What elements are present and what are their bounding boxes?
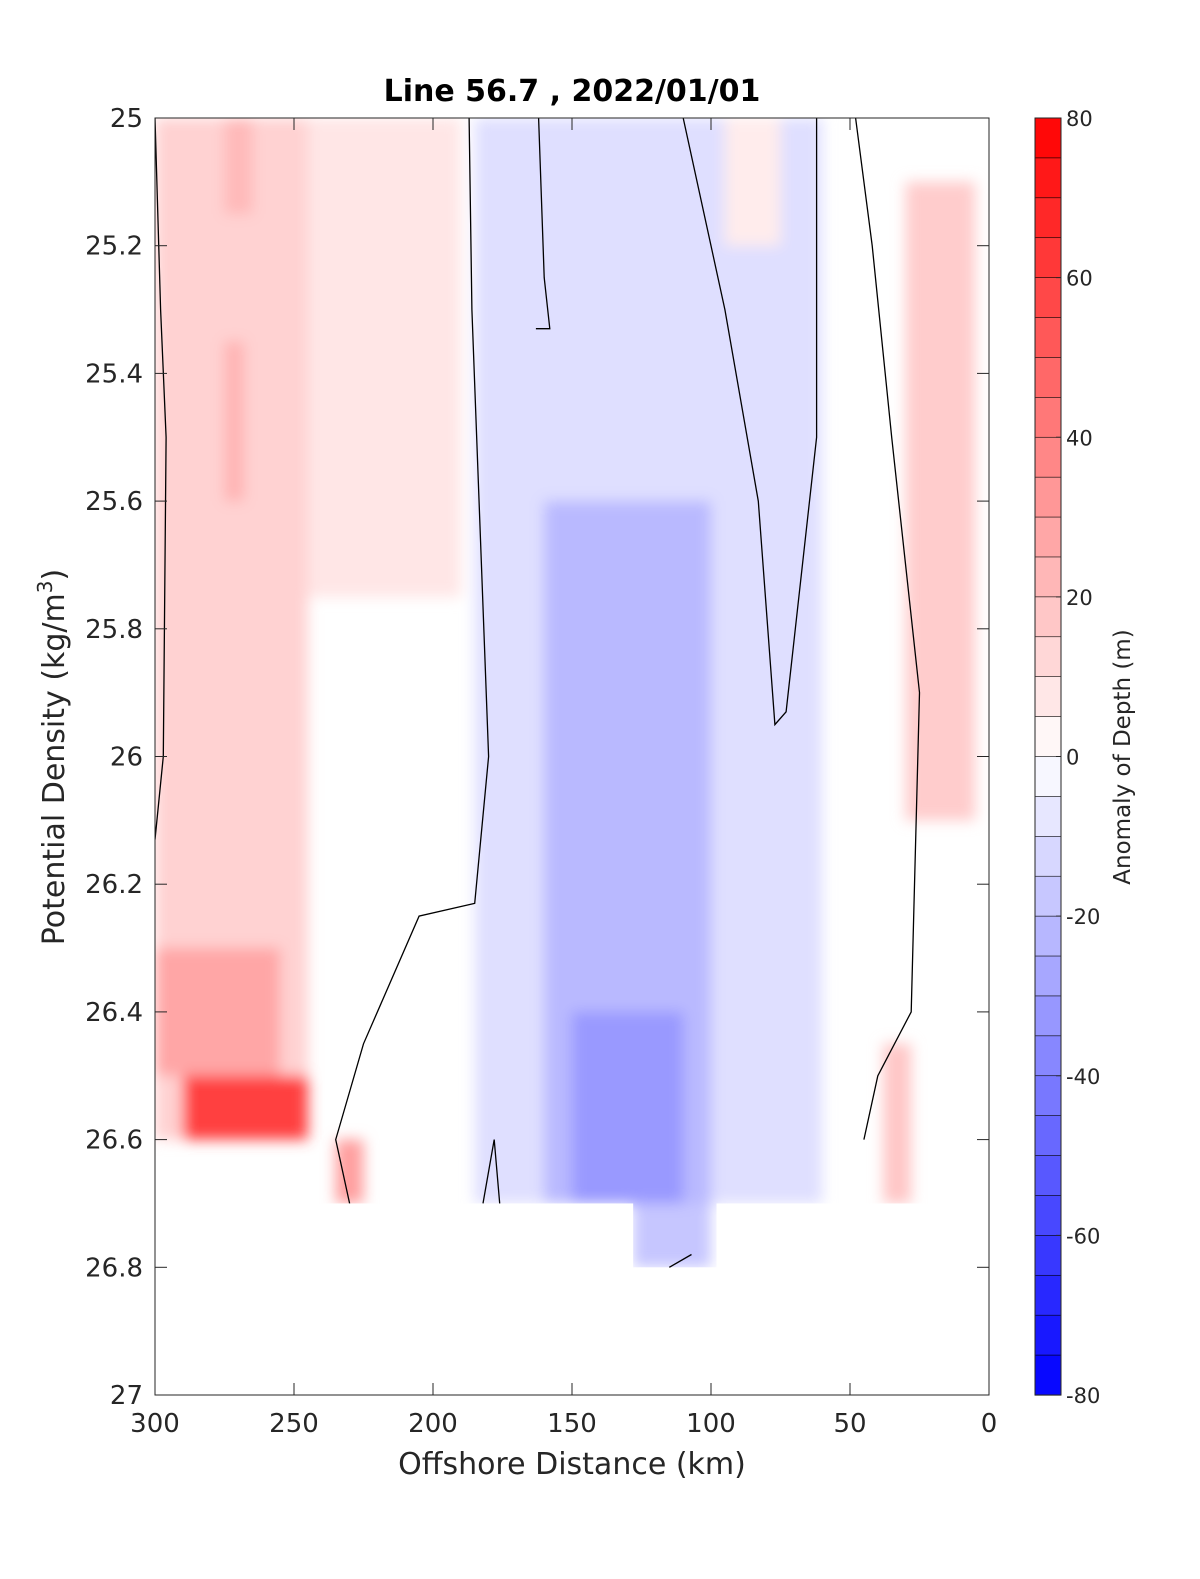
no-data-region: [155, 1267, 989, 1395]
colorbar-segment: [1034, 357, 1062, 398]
colorbar-segment: [1034, 237, 1062, 279]
colorbar-segment: [1034, 1195, 1062, 1236]
colorbar-segment: [1034, 277, 1062, 319]
colorbar-tick-label: 20: [1066, 586, 1093, 610]
colorbar-tick-label: -80: [1066, 1384, 1100, 1408]
colorbar-tick-label: 60: [1066, 267, 1093, 291]
colorbar-tick-label: -60: [1066, 1224, 1100, 1248]
colorbar-segment: [1034, 796, 1062, 837]
x-axis-label: Offshore Distance (km): [398, 1447, 746, 1482]
y-axis: 25 25.2 25.4 25.6 25.8 26 26.2 26.4 26.6 26.8 27: [85, 104, 989, 1411]
colorbar-segment: [1034, 397, 1062, 438]
plot-area: [154, 117, 990, 1396]
colorbar-segment: [1034, 955, 1062, 997]
colorbar-segment: [1034, 1075, 1062, 1117]
x-tick-label: 200: [408, 1409, 458, 1439]
y-tick-label: 25: [110, 104, 143, 134]
region-nearshore-positive-upper: [724, 118, 781, 246]
colorbar-segment: [1034, 636, 1062, 678]
contour-line: [668, 1253, 692, 1268]
colorbar-segment: [1034, 476, 1062, 518]
contour-line: [335, 118, 490, 1204]
colorbar-segment: [1034, 556, 1062, 598]
x-tick-label: 100: [686, 1409, 736, 1439]
colorbar-segment: [1034, 197, 1062, 239]
region-nearshore-positive-deep: [883, 1043, 912, 1204]
y-axis-label-suffix: ): [37, 569, 72, 581]
contour-line: [482, 1139, 501, 1204]
y-tick-label: 25.6: [85, 487, 143, 517]
y-tick-label: 25.4: [85, 359, 143, 389]
colorbar-segment: [1034, 596, 1062, 638]
anomaly-field: [155, 118, 989, 1395]
colorbar-segment: [1034, 1235, 1062, 1276]
colorbar-tick-label: 40: [1066, 426, 1093, 450]
x-axis: 300 250 200 150 100 50 0: [130, 118, 997, 1439]
colorbar-segment: [1034, 1314, 1062, 1356]
colorbar-tick-label: 0: [1066, 746, 1079, 770]
region-offshore-positive-core-upper: [224, 118, 253, 214]
region-bottom-positive-maximum: [182, 1075, 308, 1140]
y-tick-label: 26.8: [85, 1253, 143, 1283]
contour-line: [854, 118, 921, 1140]
colorbar-segment: [1034, 436, 1062, 478]
region-nearshore-positive-band: [905, 181, 976, 821]
colorbar-segment: [1034, 157, 1062, 199]
y-axis-label-main: Potential Density (kg/m: [37, 593, 72, 945]
x-tick-label: 250: [269, 1409, 319, 1439]
colorbar-segment: [1034, 1035, 1062, 1077]
colorbar-tick-label: -40: [1066, 1065, 1100, 1089]
colorbar-segment: [1034, 1354, 1062, 1396]
y-tick-label: 25.8: [85, 615, 143, 645]
colorbar-segment: [1034, 875, 1062, 917]
colorbar-segment: [1034, 995, 1062, 1037]
colorbar-segment: [1034, 716, 1062, 758]
colorbar-segment: [1034, 676, 1062, 718]
chart-title: Line 56.7 , 2022/01/01: [384, 74, 761, 109]
x-tick-label: 0: [981, 1409, 998, 1439]
colorbar-segment: [1034, 1274, 1062, 1316]
colorbar-label: Anomaly of Depth (m): [1110, 629, 1136, 884]
colorbar-segment: [1034, 317, 1062, 359]
y-tick-label: 26.6: [85, 1126, 143, 1156]
y-tick-label: 26: [110, 743, 143, 773]
colorbar-tick-label: 80: [1066, 107, 1093, 131]
region-offshore-positive-wide: [307, 118, 461, 597]
region-offshore-positive-core-mid: [224, 341, 244, 502]
y-axis-label: Potential Density (kg/m3): [33, 569, 72, 945]
region-small-positive-patch: [335, 1139, 364, 1204]
colorbar-tick-label: -20: [1066, 905, 1100, 929]
colorbar: 80 60 40 20 0 -20 -40 -60 -80: [1034, 107, 1100, 1408]
y-tick-label: 25.2: [85, 232, 143, 262]
x-tick-label: 300: [130, 1409, 180, 1439]
x-tick-label: 150: [547, 1409, 597, 1439]
region-offshore-positive-deep: [155, 948, 281, 1076]
y-axis-label-superscript: 3: [33, 580, 57, 593]
colorbar-segment: [1034, 756, 1062, 798]
region-negative-tail: [633, 1203, 711, 1268]
colorbar-segment: [1034, 1115, 1062, 1157]
contour-line: [682, 118, 818, 727]
x-tick-label: 50: [833, 1409, 866, 1439]
colorbar-segment: [1034, 1155, 1062, 1197]
region-negative-maximum: [572, 1011, 684, 1204]
contour-line: [535, 118, 551, 330]
colorbar-segment: [1034, 836, 1062, 877]
y-tick-label: 26.4: [85, 998, 143, 1028]
y-tick-label: 26.2: [85, 870, 143, 900]
colorbar-segment: [1034, 915, 1062, 957]
y-tick-label: 27: [110, 1381, 143, 1411]
colorbar-segment: [1034, 117, 1062, 159]
colorbar-segment: [1034, 516, 1062, 558]
